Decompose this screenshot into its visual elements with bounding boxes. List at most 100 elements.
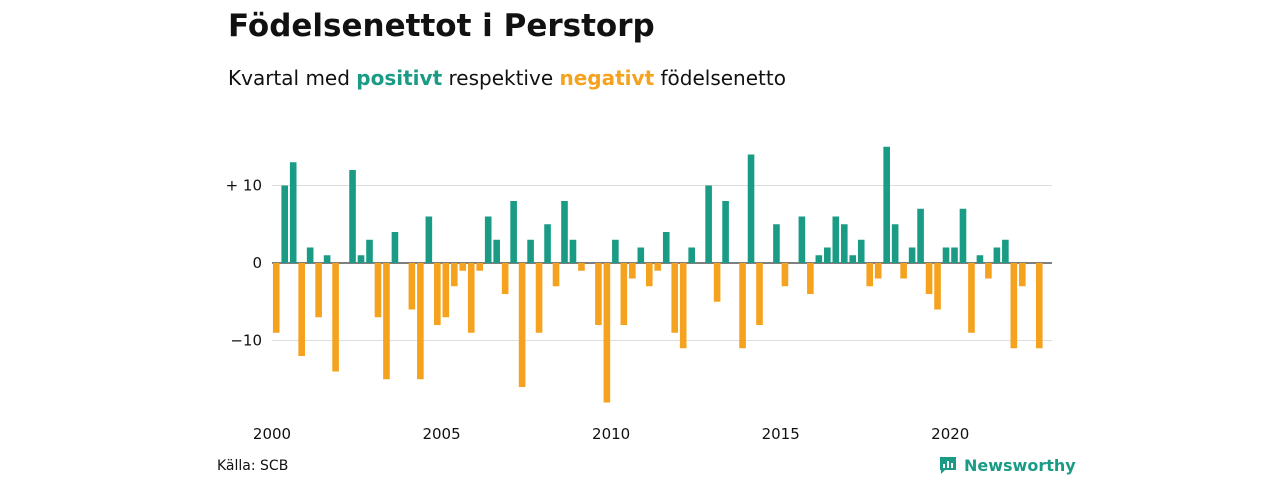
bar-negative	[603, 263, 611, 403]
x-tick-label: 2000	[253, 425, 291, 443]
bar-positive	[951, 247, 958, 263]
y-tick-label: 0	[252, 254, 262, 272]
bar-positive	[959, 208, 967, 263]
y-axis-ticks: + 10 0 −10	[226, 177, 262, 350]
chart-subtitle: Kvartal med positivt respektive negativt…	[228, 66, 786, 90]
bar-positive	[705, 185, 712, 263]
subtitle-prefix: Kvartal med	[228, 66, 350, 90]
bar-positive	[993, 247, 1001, 263]
bar-positive	[281, 185, 289, 263]
bar-negative	[298, 263, 305, 356]
bar-negative	[450, 263, 458, 287]
bar-positive	[544, 224, 551, 263]
bar-positive	[840, 224, 848, 263]
bar-positive	[917, 208, 924, 263]
bar-positive	[323, 255, 331, 263]
bar-positive	[824, 247, 831, 263]
subtitle-negative-word: negativt	[559, 66, 655, 90]
bar-positive	[798, 216, 806, 263]
subtitle-positive-word: positivt	[356, 66, 443, 90]
bar-negative	[272, 263, 280, 333]
bar-positive	[612, 239, 619, 263]
bar-positive	[942, 247, 950, 263]
subtitle-middle: respektive	[448, 66, 554, 90]
chart-title: Födelsenettot i Perstorp	[228, 8, 655, 44]
bar-negative	[315, 263, 322, 318]
bar-negative	[535, 263, 543, 333]
y-tick-label: −10	[230, 332, 262, 350]
source-note: Källa: SCB	[217, 458, 289, 474]
bar-positive	[527, 239, 534, 263]
bar-positive	[306, 247, 314, 263]
bar-positive	[1002, 239, 1009, 263]
bar-negative	[620, 263, 628, 325]
bar-negative	[985, 263, 992, 279]
bar-negative	[866, 263, 874, 287]
x-tick-label: 2010	[592, 425, 630, 443]
bar-positive	[662, 232, 670, 263]
x-axis-ticks: 2000 2005 2010 2015 2020	[253, 425, 969, 443]
bar-positive	[815, 255, 823, 263]
bar-positive	[883, 146, 890, 263]
bar-negative	[807, 263, 814, 294]
bar-negative	[595, 263, 602, 325]
bar-negative	[417, 263, 424, 380]
bar-positive	[349, 170, 356, 263]
bar-negative	[552, 263, 560, 287]
bar-negative	[434, 263, 441, 325]
bar-positive	[637, 247, 645, 263]
bars	[272, 146, 1043, 403]
bar-positive	[773, 224, 780, 263]
bar-negative	[383, 263, 390, 380]
x-tick-label: 2020	[931, 425, 969, 443]
bar-positive	[484, 216, 492, 263]
bar-negative	[332, 263, 339, 372]
bar-positive	[391, 232, 399, 263]
bar-positive	[561, 201, 568, 263]
y-tick-label: + 10	[226, 177, 262, 195]
bar-negative	[442, 263, 450, 318]
bar-negative	[374, 263, 382, 318]
bar-negative	[1019, 263, 1026, 287]
bar-negative	[739, 263, 746, 349]
subtitle-suffix: födelsenetto	[660, 66, 786, 90]
bar-positive	[849, 255, 857, 263]
bar-negative	[645, 263, 653, 287]
bar-negative	[518, 263, 526, 387]
bar-positive	[289, 162, 297, 263]
bar-positive	[722, 201, 729, 263]
bar-negative	[671, 263, 679, 333]
brand-name: Newsworthy	[964, 455, 1076, 475]
bar-negative	[501, 263, 509, 294]
bar-negative	[679, 263, 687, 349]
bar-positive	[908, 247, 916, 263]
bar-negative	[925, 263, 933, 294]
bar-negative	[874, 263, 882, 279]
bar-negative	[1010, 263, 1018, 349]
bar-positive	[569, 239, 577, 263]
bar-negative	[578, 263, 585, 271]
bar-negative	[968, 263, 975, 333]
bar-negative	[1035, 263, 1043, 349]
bar-negative	[781, 263, 789, 287]
bar-negative	[713, 263, 721, 302]
bar-positive	[688, 247, 695, 263]
bar-positive	[493, 239, 500, 263]
bar-negative	[756, 263, 763, 325]
x-tick-label: 2015	[762, 425, 800, 443]
bar-negative	[654, 263, 662, 271]
bar-positive	[747, 154, 755, 263]
bar-positive	[832, 216, 840, 263]
bar-negative	[900, 263, 907, 279]
x-tick-label: 2005	[422, 425, 460, 443]
bar-positive	[891, 224, 899, 263]
bar-positive	[510, 201, 517, 263]
bar-negative	[629, 263, 636, 279]
bar-positive	[357, 255, 365, 263]
bar-positive	[366, 239, 373, 263]
bar-negative	[934, 263, 941, 310]
bar-positive	[857, 239, 865, 263]
bar-positive	[425, 216, 433, 263]
brand-logo: Newsworthy	[938, 455, 1076, 475]
